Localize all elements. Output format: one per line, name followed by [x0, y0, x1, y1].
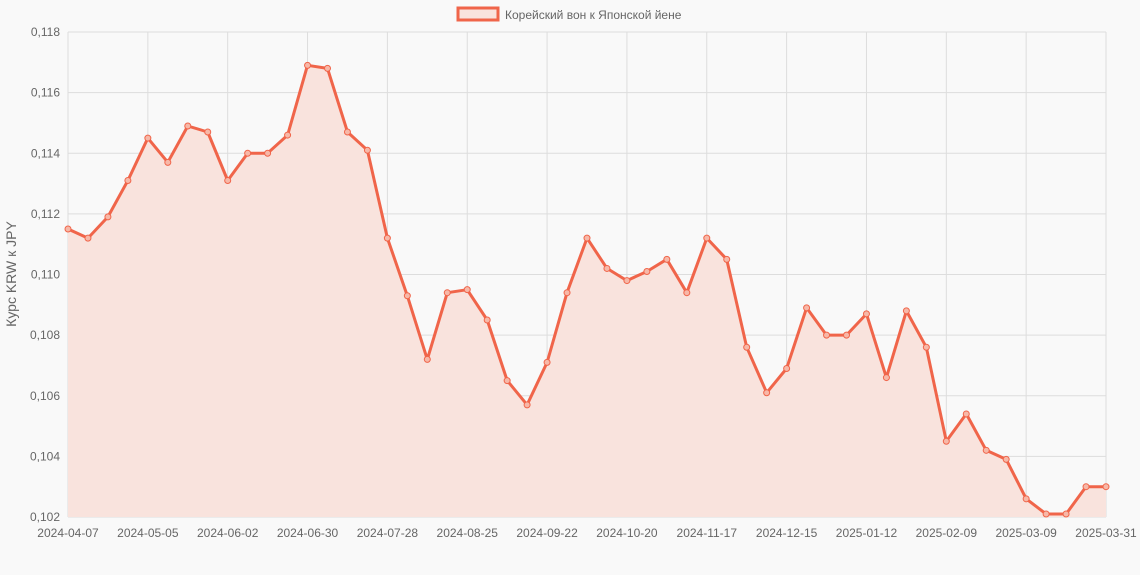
data-point[interactable] — [264, 149, 272, 157]
x-tick-label: 2024-07-28 — [357, 526, 419, 540]
x-tick-label: 2025-01-12 — [836, 526, 898, 540]
data-point[interactable] — [1002, 455, 1010, 463]
x-tick-label: 2025-02-09 — [916, 526, 978, 540]
data-point[interactable] — [523, 401, 531, 409]
data-point[interactable] — [244, 149, 252, 157]
data-point[interactable] — [663, 255, 671, 263]
y-tick-label: 0,116 — [31, 86, 60, 100]
data-point[interactable] — [843, 331, 850, 339]
data-point[interactable] — [862, 310, 870, 318]
y-tick-label: 0,108 — [30, 328, 60, 342]
data-point[interactable] — [823, 331, 831, 339]
y-axis-label: Курс KRW к JPY — [3, 221, 19, 327]
data-point[interactable] — [164, 158, 172, 166]
data-point[interactable] — [224, 177, 232, 185]
data-point[interactable] — [603, 264, 611, 272]
y-tick-label: 0,118 — [31, 25, 60, 39]
y-tick-label: 0,110 — [31, 268, 60, 282]
data-point[interactable] — [922, 343, 930, 351]
data-point[interactable] — [1062, 510, 1070, 518]
data-point[interactable] — [942, 437, 950, 445]
data-point[interactable] — [643, 267, 651, 275]
y-tick-label: 0,102 — [30, 510, 60, 524]
data-point[interactable] — [423, 355, 431, 363]
data-point[interactable] — [304, 61, 312, 69]
x-tick-label: 2024-05-05 — [117, 526, 179, 540]
data-point[interactable] — [763, 389, 771, 397]
x-tick-label: 2024-08-25 — [437, 526, 499, 540]
data-point[interactable] — [902, 307, 910, 315]
legend[interactable]: Корейский вон к Японской йене — [456, 6, 682, 22]
data-point[interactable] — [1102, 483, 1110, 491]
data-point[interactable] — [803, 304, 811, 312]
x-tick-label: 2024-04-07 — [37, 526, 99, 540]
data-point[interactable] — [723, 255, 731, 263]
data-point[interactable] — [623, 277, 631, 285]
data-point[interactable] — [184, 122, 192, 130]
data-point[interactable] — [543, 358, 551, 366]
data-point[interactable] — [1042, 510, 1050, 518]
data-point[interactable] — [383, 234, 391, 242]
data-point[interactable] — [743, 343, 751, 351]
data-point[interactable] — [882, 374, 890, 382]
data-point[interactable] — [284, 131, 292, 139]
x-tick-label: 2024-09-22 — [516, 526, 578, 540]
legend-swatch — [456, 6, 500, 22]
data-point[interactable] — [483, 316, 491, 324]
data-point[interactable] — [783, 364, 791, 372]
y-tick-label: 0,112 — [31, 207, 60, 221]
data-point[interactable] — [463, 286, 471, 294]
data-point[interactable] — [64, 225, 72, 233]
data-point[interactable] — [324, 64, 331, 72]
x-tick-label: 2025-03-31 — [1075, 526, 1137, 540]
x-tick-label: 2024-06-30 — [277, 526, 339, 540]
x-tick-label: 2024-06-02 — [197, 526, 259, 540]
data-point[interactable] — [703, 234, 711, 242]
data-point[interactable] — [104, 213, 112, 221]
legend-label: Корейский вон к Японской йене — [505, 8, 682, 22]
data-point[interactable] — [124, 177, 132, 185]
data-point[interactable] — [343, 128, 351, 136]
data-point[interactable] — [403, 292, 411, 300]
x-tick-label: 2024-11-17 — [677, 526, 738, 540]
x-tick-label: 2024-10-20 — [596, 526, 658, 540]
y-tick-label: 0,104 — [30, 449, 60, 463]
data-point[interactable] — [144, 134, 152, 142]
data-point[interactable] — [363, 146, 371, 154]
data-point[interactable] — [1022, 495, 1030, 503]
y-tick-label: 0,114 — [31, 146, 60, 160]
x-tick-label: 2024-12-15 — [756, 526, 818, 540]
series-area — [68, 65, 1106, 518]
data-point[interactable] — [982, 446, 990, 454]
data-point[interactable] — [1082, 483, 1090, 491]
data-point[interactable] — [683, 289, 691, 297]
x-tick-label: 2025-03-09 — [995, 526, 1057, 540]
data-point[interactable] — [503, 377, 511, 385]
data-point[interactable] — [583, 234, 591, 242]
data-point[interactable] — [204, 128, 212, 136]
y-tick-label: 0,106 — [30, 389, 60, 403]
data-point[interactable] — [563, 289, 571, 297]
data-point[interactable] — [443, 289, 451, 297]
data-point[interactable] — [84, 234, 92, 242]
data-point[interactable] — [962, 410, 970, 418]
